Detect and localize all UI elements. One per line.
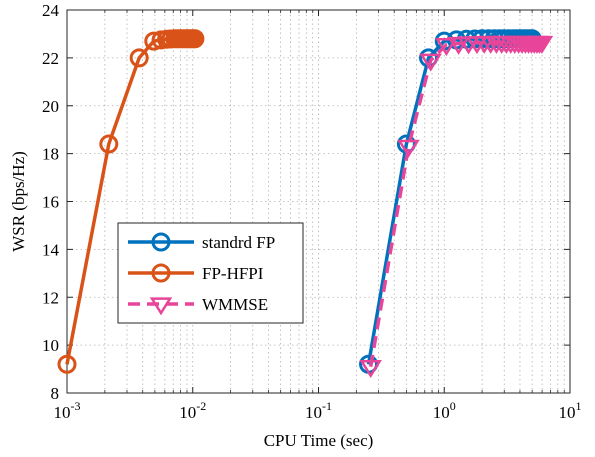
legend-marker [151,263,171,283]
data-point-marker [397,139,420,158]
x-tick-label: 10-2 [179,399,206,422]
data-point-marker [129,48,149,68]
y-tick-label: 10 [42,336,59,355]
x-tick-label: 100 [433,399,456,422]
y-tick-label: 22 [42,49,59,68]
data-point-marker [99,134,119,154]
legend-label: standrd FP [202,233,275,252]
data-point-marker [359,360,382,379]
x-tick-label: 101 [559,399,582,422]
x-axis-label: CPU Time (sec) [264,431,374,450]
x-tick-label: 10-1 [305,399,332,422]
axis-ticks: 10-3 10-2 10-1 100 101 8 10 12 14 16 18 20 22 24 [42,1,582,422]
legend-label: WMMSE [202,295,268,314]
series-wmmse [359,35,554,379]
data-point-marker [185,29,205,49]
y-tick-label: 16 [42,193,59,212]
data-point-marker [419,53,442,72]
legend-marker [149,297,173,316]
legend: standrd FP FP-HFPI WMMSE [117,222,304,324]
y-tick-label: 8 [51,384,60,403]
legend-label: FP-HFPI [202,264,264,283]
legend-marker [151,232,171,252]
y-tick-label: 18 [42,145,59,164]
data-point-marker [57,354,77,374]
y-tick-label: 20 [42,97,59,116]
grid [66,9,571,394]
y-tick-label: 24 [42,1,60,20]
x-tick-label: 10-3 [54,399,81,422]
data-point-marker [435,38,458,57]
y-axis-label: WSR (bps/Hz) [9,151,28,252]
series-fp-hfpi [57,29,205,374]
y-tick-label: 14 [42,240,60,259]
data-point-marker [530,35,554,54]
y-tick-label: 12 [42,288,59,307]
series-group [57,29,554,379]
